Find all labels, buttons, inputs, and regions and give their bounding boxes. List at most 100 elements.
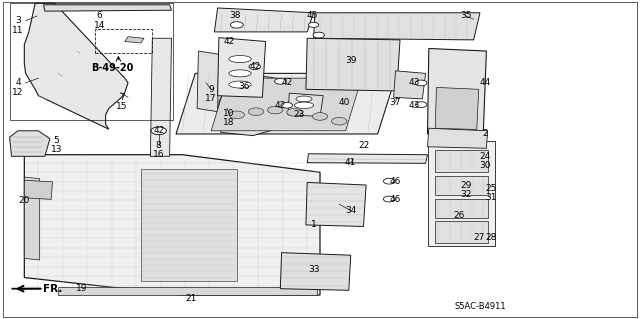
Text: 16: 16 bbox=[153, 150, 164, 159]
Text: 38: 38 bbox=[230, 11, 241, 20]
Text: 42: 42 bbox=[153, 126, 164, 135]
Circle shape bbox=[415, 80, 427, 86]
Circle shape bbox=[268, 106, 283, 114]
Polygon shape bbox=[12, 288, 44, 290]
Polygon shape bbox=[288, 93, 323, 116]
Text: 27: 27 bbox=[473, 233, 484, 242]
Polygon shape bbox=[314, 13, 480, 40]
Text: 2: 2 bbox=[483, 130, 488, 138]
Text: 26: 26 bbox=[454, 211, 465, 220]
Text: S5AC-B4911: S5AC-B4911 bbox=[454, 302, 506, 311]
Polygon shape bbox=[218, 38, 266, 97]
Ellipse shape bbox=[229, 56, 252, 63]
Polygon shape bbox=[307, 154, 428, 163]
Text: 37: 37 bbox=[390, 98, 401, 107]
Polygon shape bbox=[306, 38, 400, 91]
Text: 35: 35 bbox=[460, 11, 472, 20]
Bar bbox=[435, 199, 488, 218]
Ellipse shape bbox=[296, 96, 312, 102]
Polygon shape bbox=[306, 182, 366, 226]
Polygon shape bbox=[176, 73, 397, 134]
Text: 46: 46 bbox=[390, 195, 401, 204]
Text: 18: 18 bbox=[223, 118, 235, 127]
Text: 10: 10 bbox=[223, 109, 235, 118]
Circle shape bbox=[383, 196, 395, 202]
Text: 31: 31 bbox=[486, 193, 497, 202]
Bar bbox=[435, 221, 488, 243]
Text: 42: 42 bbox=[223, 37, 235, 46]
Polygon shape bbox=[211, 78, 362, 131]
Text: 33: 33 bbox=[308, 265, 319, 274]
Polygon shape bbox=[428, 128, 488, 148]
Polygon shape bbox=[24, 155, 320, 295]
Text: 22: 22 bbox=[358, 141, 369, 150]
Text: 15: 15 bbox=[116, 102, 127, 111]
Circle shape bbox=[313, 32, 324, 38]
Bar bbox=[10, 3, 173, 120]
Text: 44: 44 bbox=[479, 78, 491, 87]
Text: 25: 25 bbox=[486, 184, 497, 193]
Circle shape bbox=[332, 117, 347, 125]
Polygon shape bbox=[44, 5, 172, 11]
Text: 30: 30 bbox=[479, 161, 491, 170]
Polygon shape bbox=[24, 177, 40, 260]
Text: 45: 45 bbox=[307, 11, 318, 20]
Text: 19: 19 bbox=[76, 284, 88, 293]
Circle shape bbox=[230, 22, 243, 28]
Polygon shape bbox=[141, 169, 237, 281]
Circle shape bbox=[275, 78, 286, 84]
Text: 4: 4 bbox=[15, 78, 20, 87]
Polygon shape bbox=[24, 3, 128, 129]
Circle shape bbox=[281, 102, 292, 108]
Polygon shape bbox=[10, 131, 50, 156]
Text: 39: 39 bbox=[345, 56, 356, 65]
Bar bbox=[95, 29, 152, 53]
Text: 12: 12 bbox=[12, 88, 24, 97]
Polygon shape bbox=[197, 51, 219, 112]
Text: 43: 43 bbox=[409, 78, 420, 87]
Polygon shape bbox=[280, 253, 351, 290]
Text: 14: 14 bbox=[93, 21, 105, 30]
Text: 46: 46 bbox=[390, 177, 401, 186]
Polygon shape bbox=[428, 48, 486, 136]
Ellipse shape bbox=[294, 102, 314, 108]
Circle shape bbox=[415, 102, 427, 108]
Text: 34: 34 bbox=[345, 206, 356, 215]
Bar bbox=[428, 141, 495, 246]
Bar bbox=[435, 176, 488, 195]
Text: 7: 7 bbox=[119, 93, 124, 102]
Polygon shape bbox=[125, 37, 144, 43]
Text: 21: 21 bbox=[185, 294, 196, 303]
Circle shape bbox=[249, 64, 260, 70]
Text: 13: 13 bbox=[51, 145, 62, 154]
Circle shape bbox=[308, 22, 319, 27]
Text: 5: 5 bbox=[54, 136, 59, 145]
Text: 43: 43 bbox=[409, 101, 420, 110]
Circle shape bbox=[151, 127, 166, 135]
Text: 28: 28 bbox=[486, 233, 497, 242]
Polygon shape bbox=[150, 38, 172, 156]
Text: 20: 20 bbox=[19, 197, 30, 205]
Circle shape bbox=[248, 108, 264, 115]
Text: 29: 29 bbox=[460, 181, 472, 189]
Text: FR.: FR. bbox=[43, 284, 62, 294]
Bar bbox=[435, 150, 488, 172]
Ellipse shape bbox=[229, 70, 252, 77]
Text: 42: 42 bbox=[275, 101, 286, 110]
Polygon shape bbox=[214, 8, 314, 32]
Circle shape bbox=[312, 113, 328, 120]
Polygon shape bbox=[394, 71, 426, 99]
Circle shape bbox=[287, 108, 302, 116]
Text: 8: 8 bbox=[156, 141, 161, 150]
Text: 36: 36 bbox=[239, 82, 250, 91]
Circle shape bbox=[383, 178, 395, 184]
Polygon shape bbox=[58, 287, 317, 295]
Circle shape bbox=[229, 111, 244, 119]
Text: 9: 9 bbox=[209, 85, 214, 94]
Text: 32: 32 bbox=[460, 190, 472, 199]
Ellipse shape bbox=[229, 81, 252, 88]
Text: 42: 42 bbox=[281, 78, 292, 87]
Text: 42: 42 bbox=[249, 63, 260, 71]
Text: 41: 41 bbox=[345, 158, 356, 167]
Text: 3: 3 bbox=[15, 16, 20, 25]
